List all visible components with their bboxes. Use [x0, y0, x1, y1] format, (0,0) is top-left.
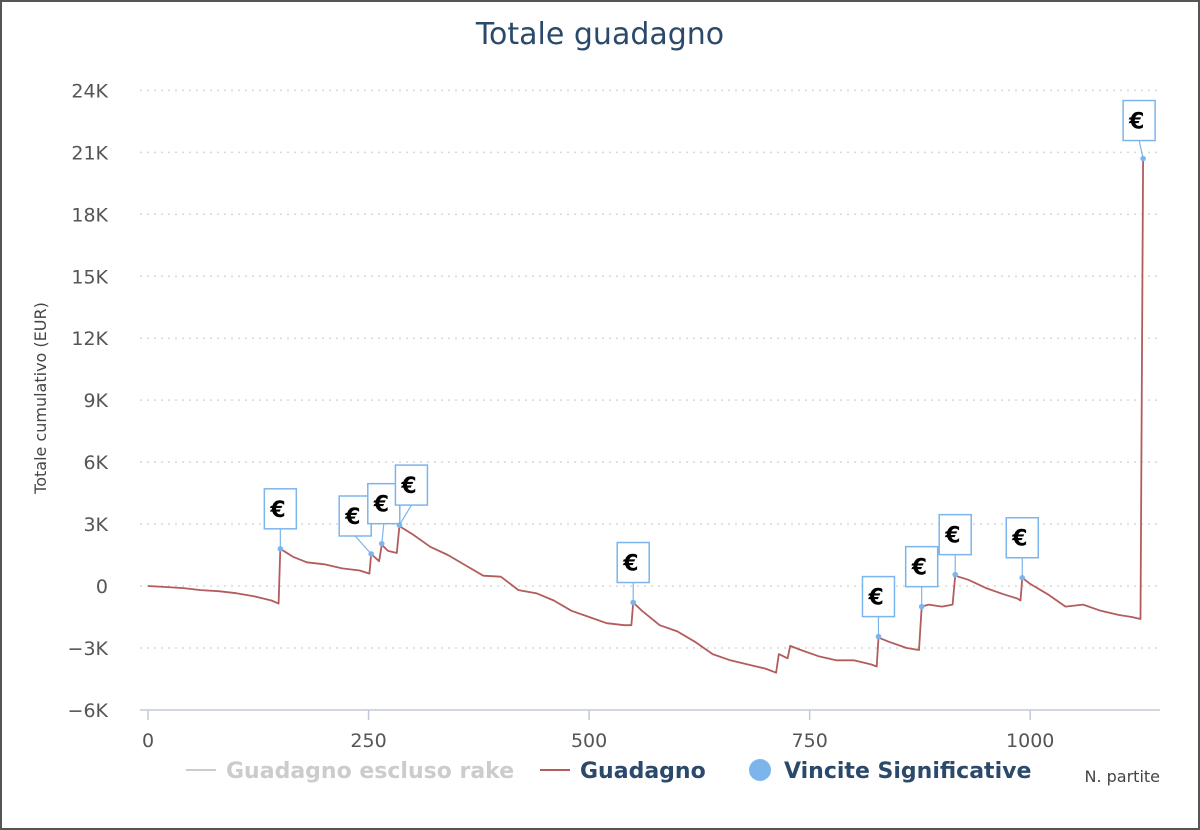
x-tick-label: 0 [142, 730, 154, 752]
euro-flag-label: € [1128, 110, 1144, 135]
euro-flag-label: € [373, 493, 389, 518]
flag-box [367, 482, 401, 525]
x-tick-label: 750 [792, 730, 828, 752]
y-tick-label: 12K [71, 328, 108, 350]
x-tick-label: 1000 [1006, 730, 1054, 752]
y-tick-label: 3K [83, 514, 108, 536]
chart-title: Totale guadagno [475, 17, 724, 52]
significant-win-flag[interactable]: € [1005, 516, 1040, 581]
euro-flag-label: € [269, 498, 285, 523]
legend-label: Guadagno [580, 759, 706, 784]
y-tick-label: −3K [68, 638, 109, 660]
euro-flag-label: € [1011, 527, 1027, 552]
significant-win-flag[interactable]: € [904, 545, 939, 610]
legend-item[interactable]: Guadagno [540, 759, 706, 784]
y-axis-ticks: −6K −3K 0 3K 6K 9K 12K 15K 18K 21K 24K [68, 80, 109, 722]
significant-win-flag[interactable]: € [263, 488, 298, 552]
y-tick-label: 24K [71, 80, 108, 102]
legend[interactable]: Guadagno escluso rake Guadagno Vincite Sig… [186, 759, 1031, 784]
significant-win-point [1140, 155, 1146, 162]
euro-flag-label: € [622, 552, 638, 577]
y-tick-label: 0 [96, 576, 108, 598]
significant-win-point [396, 522, 403, 528]
flag-connector [354, 535, 372, 555]
significant-win-flag[interactable]: € [616, 541, 650, 606]
series-lines [147, 158, 1144, 674]
flag-box [616, 541, 650, 584]
legend-label: Vincite Significative [784, 759, 1031, 784]
legend-circle-symbol [749, 759, 771, 781]
significant-win-point [952, 571, 959, 578]
significant-win-flags[interactable]: € € € € € € € € € € [263, 99, 1156, 640]
x-tick-label: 500 [571, 730, 607, 752]
flag-box [338, 495, 372, 537]
significant-win-flag[interactable]: € [861, 575, 896, 640]
legend-item[interactable]: Guadagno escluso rake [186, 759, 514, 784]
flag-connector [398, 504, 412, 526]
flag-connector [381, 523, 385, 544]
significant-win-point [630, 599, 637, 606]
flag-box [861, 575, 896, 618]
significant-win-point [277, 546, 284, 552]
legend-label: Guadagno escluso rake [226, 759, 514, 784]
x-tick-label: 250 [350, 730, 386, 752]
euro-flag-label: € [867, 586, 883, 611]
significant-win-point [368, 551, 374, 557]
flag-box [1005, 516, 1040, 559]
significant-win-flag[interactable]: € [338, 495, 374, 557]
significant-win-flag[interactable]: € [394, 464, 429, 528]
y-tick-label: 9K [83, 390, 108, 412]
flag-box [938, 513, 972, 556]
series-line-guadagno [147, 158, 1144, 674]
y-tick-label: −6K [68, 700, 109, 722]
legend-item[interactable]: Vincite Significative [749, 759, 1031, 784]
significant-win-point [378, 540, 385, 547]
euro-flag-label: € [344, 505, 360, 530]
x-axis-label: N. partite [1084, 767, 1160, 786]
significant-win-flag[interactable]: € [1122, 99, 1156, 162]
flag-box [904, 545, 939, 588]
flag-box [263, 488, 298, 530]
significant-win-flag[interactable]: € [367, 482, 401, 547]
grid-lines [140, 89, 1160, 649]
euro-flag-label: € [911, 556, 927, 581]
y-tick-label: 15K [71, 266, 108, 288]
y-axis-label: Totale cumulativo (EUR) [31, 302, 50, 495]
significant-win-point [875, 633, 882, 640]
significant-win-flag[interactable]: € [938, 513, 972, 578]
significant-win-point [918, 603, 925, 610]
flag-box [1122, 99, 1156, 142]
euro-flag-label: € [400, 474, 416, 499]
euro-flag-label: € [944, 524, 960, 549]
x-axis: 0 250 500 750 1000 [140, 709, 1160, 752]
y-tick-label: 6K [83, 452, 108, 474]
flag-connector [1138, 140, 1144, 159]
flag-box [394, 464, 429, 506]
significant-win-point [1019, 574, 1026, 581]
y-tick-label: 18K [71, 204, 108, 226]
y-tick-label: 21K [71, 142, 108, 164]
